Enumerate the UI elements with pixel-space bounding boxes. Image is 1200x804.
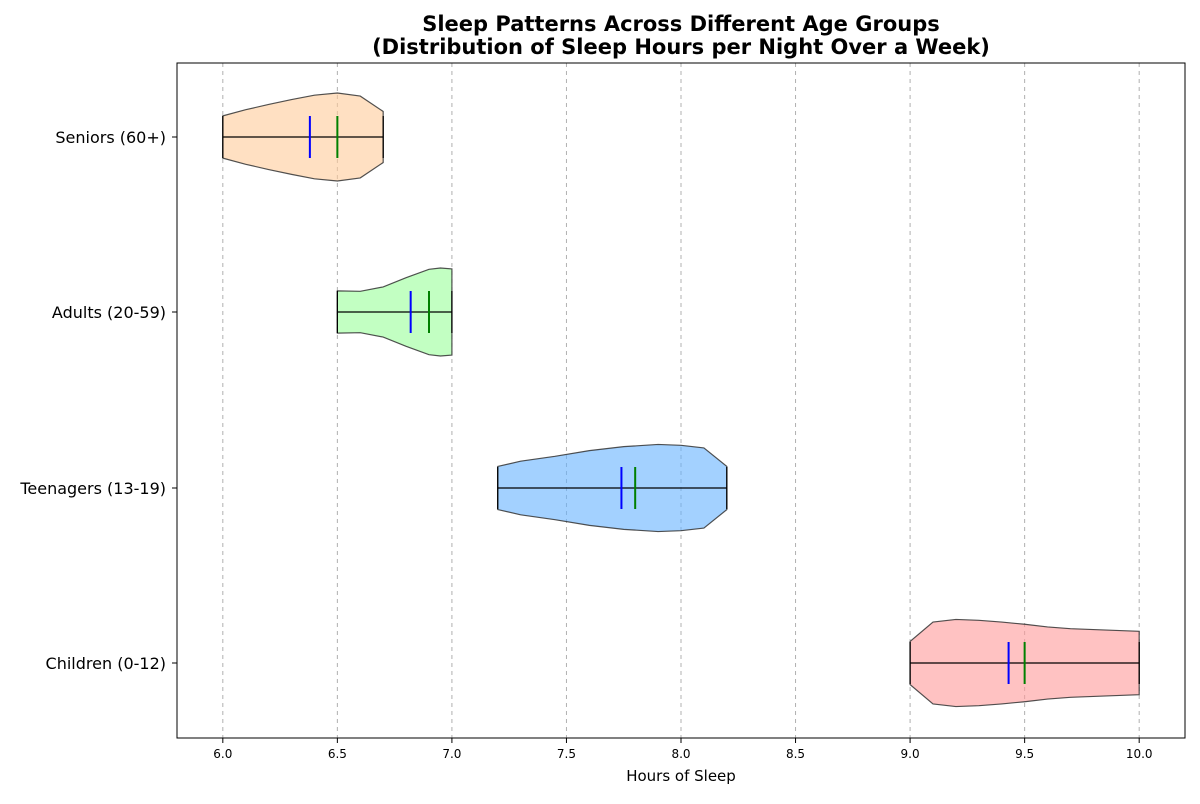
violin-layer xyxy=(222,92,1140,708)
x-tick-label: 6.5 xyxy=(328,747,347,761)
x-tick-label: 9.5 xyxy=(1015,747,1034,761)
x-axis-label: Hours of Sleep xyxy=(626,767,736,785)
x-tick-label: 9.0 xyxy=(901,747,920,761)
x-tick-label: 7.5 xyxy=(557,747,576,761)
x-tick-label: 8.0 xyxy=(671,747,690,761)
violin-group xyxy=(909,618,1140,708)
y-tick-label: Adults (20-59) xyxy=(52,303,166,322)
x-tick-label: 8.5 xyxy=(786,747,805,761)
violin-group xyxy=(497,443,728,533)
chart-title: Sleep Patterns Across Different Age Grou… xyxy=(422,12,940,36)
violin-group xyxy=(222,92,384,182)
x-tick-label: 10.0 xyxy=(1126,747,1153,761)
x-tick-label: 6.0 xyxy=(213,747,232,761)
y-tick-label: Seniors (60+) xyxy=(55,128,166,147)
chart-subtitle: (Distribution of Sleep Hours per Night O… xyxy=(372,35,990,59)
x-axis-ticks: 6.0 6.5 7.0 7.5 8.0 8.5 9.0 9.5 10.0 xyxy=(213,738,1153,761)
x-tick-label: 7.0 xyxy=(442,747,461,761)
y-axis-ticks: Children (0-12) Teenagers (13-19) Adults (… xyxy=(19,128,177,673)
y-tick-label: Teenagers (13-19) xyxy=(19,479,166,498)
y-tick-label: Children (0-12) xyxy=(46,654,166,673)
violin-group xyxy=(336,267,453,357)
